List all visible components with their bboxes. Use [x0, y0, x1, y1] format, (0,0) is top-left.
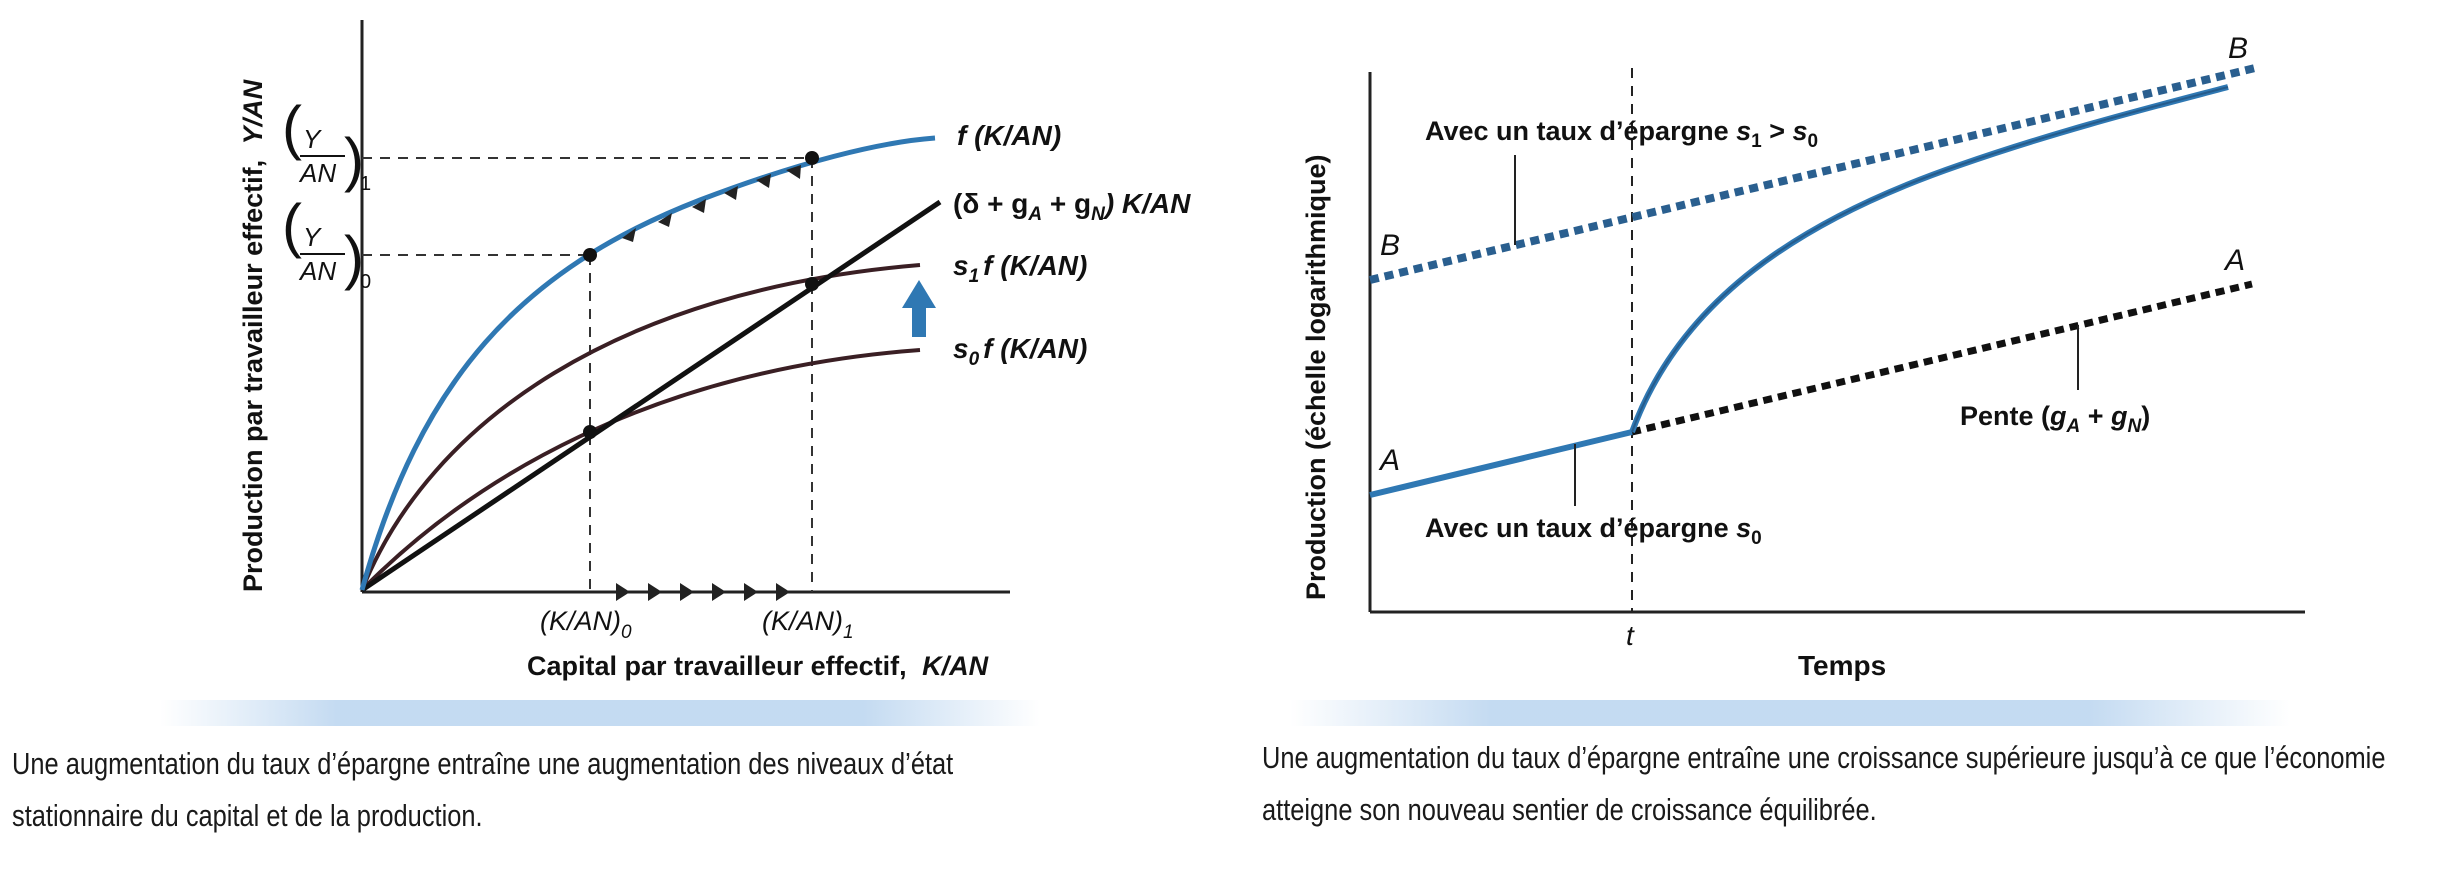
growth-path-diagram: B B A A t Temps Production (échelle loga… — [1301, 32, 2305, 681]
x0-tick-label: (K/AN) — [540, 606, 621, 636]
annot-s1-a: s — [1736, 116, 1751, 146]
x0-tick-sub: 0 — [621, 622, 632, 643]
y1-tick-label: ( Y AN ) 1 — [282, 94, 371, 195]
s0-label-b: f (K/AN) — [983, 333, 1087, 364]
line-label-d: N — [1091, 204, 1106, 225]
annot-s1-text: Avec un taux d’épargne — [1425, 116, 1736, 146]
svg-text:Pente (gA + gN): Pente (gA + gN) — [1960, 401, 2150, 437]
right-caption-band — [1290, 700, 2290, 726]
path-B-dashed — [1369, 64, 2256, 284]
y0-num: Y — [303, 222, 322, 252]
svg-text:): ) — [344, 126, 364, 193]
s0f-curve — [360, 348, 921, 592]
pente-close: ) — [2141, 401, 2150, 431]
line-label-c: + g — [1042, 188, 1091, 219]
svg-text:Production par travailleur eff: Production par travailleur effectif, Y/A… — [238, 79, 268, 592]
s0-label-a: s — [953, 333, 969, 364]
svg-text:s0f (K/AN): s0 f (K/AN) — [953, 333, 1087, 370]
left-x-axis-var: K/AN — [922, 651, 988, 681]
left-x-axis-label: Capital par travailleur effectif, — [527, 651, 907, 681]
s0-label-sub: 0 — [969, 349, 980, 370]
t-label: t — [1626, 620, 1635, 651]
svg-text:Avec un taux d’épargne s0: Avec un taux d’épargne s0 — [1425, 513, 1762, 549]
point-y0 — [583, 248, 597, 262]
y1-num: Y — [303, 124, 322, 154]
x1-tick-label: (K/AN) — [762, 606, 843, 636]
path-A-solid — [1369, 429, 1633, 498]
f-curve-label: f (K/AN) — [957, 120, 1061, 151]
svg-text:(δ + gA + gN) K/AN: (δ + gA + gN) K/AN — [953, 188, 1191, 225]
annot-s1-b: s — [1792, 116, 1807, 146]
left-y-axis-label: Production par travailleur effectif, — [238, 160, 268, 592]
y0-sub: 0 — [360, 271, 371, 293]
pente-plus: + — [2080, 401, 2111, 431]
label-B-right: B — [2228, 32, 2248, 65]
y1-den: AN — [298, 158, 336, 188]
pente-a: Pente ( — [1960, 401, 2050, 431]
label-B-left: B — [1380, 229, 1400, 262]
svg-text:(: ( — [282, 94, 302, 161]
line-label-b: A — [1027, 204, 1042, 225]
path-A-dashed — [1631, 280, 2253, 436]
point-s0-eq — [583, 425, 597, 439]
s1-label-sub: 1 — [969, 266, 980, 287]
s1-label-a: s — [953, 250, 969, 281]
increase-arrow-icon — [902, 280, 936, 337]
right-y-axis-label: Production (échelle logarithmique) — [1301, 154, 1331, 600]
solow-diagram: Production par travailleur effectif, Y/A… — [238, 20, 1191, 681]
annot-s1-sub1: 1 — [1751, 131, 1762, 152]
svg-text:Avec un taux d’épargne s1 > s0: Avec un taux d’épargne s1 > s0 — [1425, 116, 1818, 152]
line-label-e: ) K/AN — [1102, 188, 1191, 219]
pente-g2: g — [2110, 401, 2128, 431]
point-y1 — [805, 151, 819, 165]
f-curve — [359, 135, 936, 591]
left-caption: Une augmentation du taux d’épargne entra… — [12, 746, 954, 833]
svg-text:(K/AN)0: (K/AN)0 — [540, 606, 632, 643]
svg-text:(K/AN)1: (K/AN)1 — [762, 606, 854, 643]
x1-tick-sub: 1 — [843, 622, 854, 643]
y0-den: AN — [298, 256, 336, 286]
s1-label-b: f (K/AN) — [983, 250, 1087, 281]
s1f-curve — [360, 263, 921, 591]
annot-s1-sub0: 0 — [1808, 131, 1819, 152]
annot-s0-text: Avec un taux d’épargne — [1425, 513, 1736, 543]
pente-N: N — [2128, 416, 2143, 437]
label-A-right: A — [2223, 244, 2245, 277]
svg-text:s1f (K/AN): s1 f (K/AN) — [953, 250, 1087, 287]
annot-s0-a: s — [1736, 513, 1751, 543]
pente-g1: g — [2049, 401, 2067, 431]
right-caption: Une augmentation du taux d’épargne entra… — [1262, 740, 2386, 827]
y0-tick-label: ( Y AN ) 0 — [282, 192, 371, 293]
x-axis-arrows — [616, 583, 790, 601]
right-x-axis-label: Temps — [1798, 650, 1886, 681]
label-A-left: A — [1378, 444, 1400, 477]
f-curve-arrows — [622, 165, 801, 242]
svg-text:(: ( — [282, 192, 302, 259]
annot-s0-sub: 0 — [1751, 528, 1762, 549]
depreciation-line — [360, 199, 942, 593]
annot-s1-gt: > — [1762, 116, 1793, 146]
point-s1-eq — [805, 277, 819, 291]
left-y-axis-var: Y/AN — [238, 79, 268, 144]
pente-A: A — [2066, 416, 2081, 437]
line-label-a: (δ + g — [953, 188, 1028, 219]
left-caption-band — [160, 700, 1040, 726]
y1-sub: 1 — [360, 173, 371, 195]
svg-text:): ) — [344, 224, 364, 291]
svg-text:Capital par travailleur effect: Capital par travailleur effectif, K/AN — [527, 651, 989, 681]
